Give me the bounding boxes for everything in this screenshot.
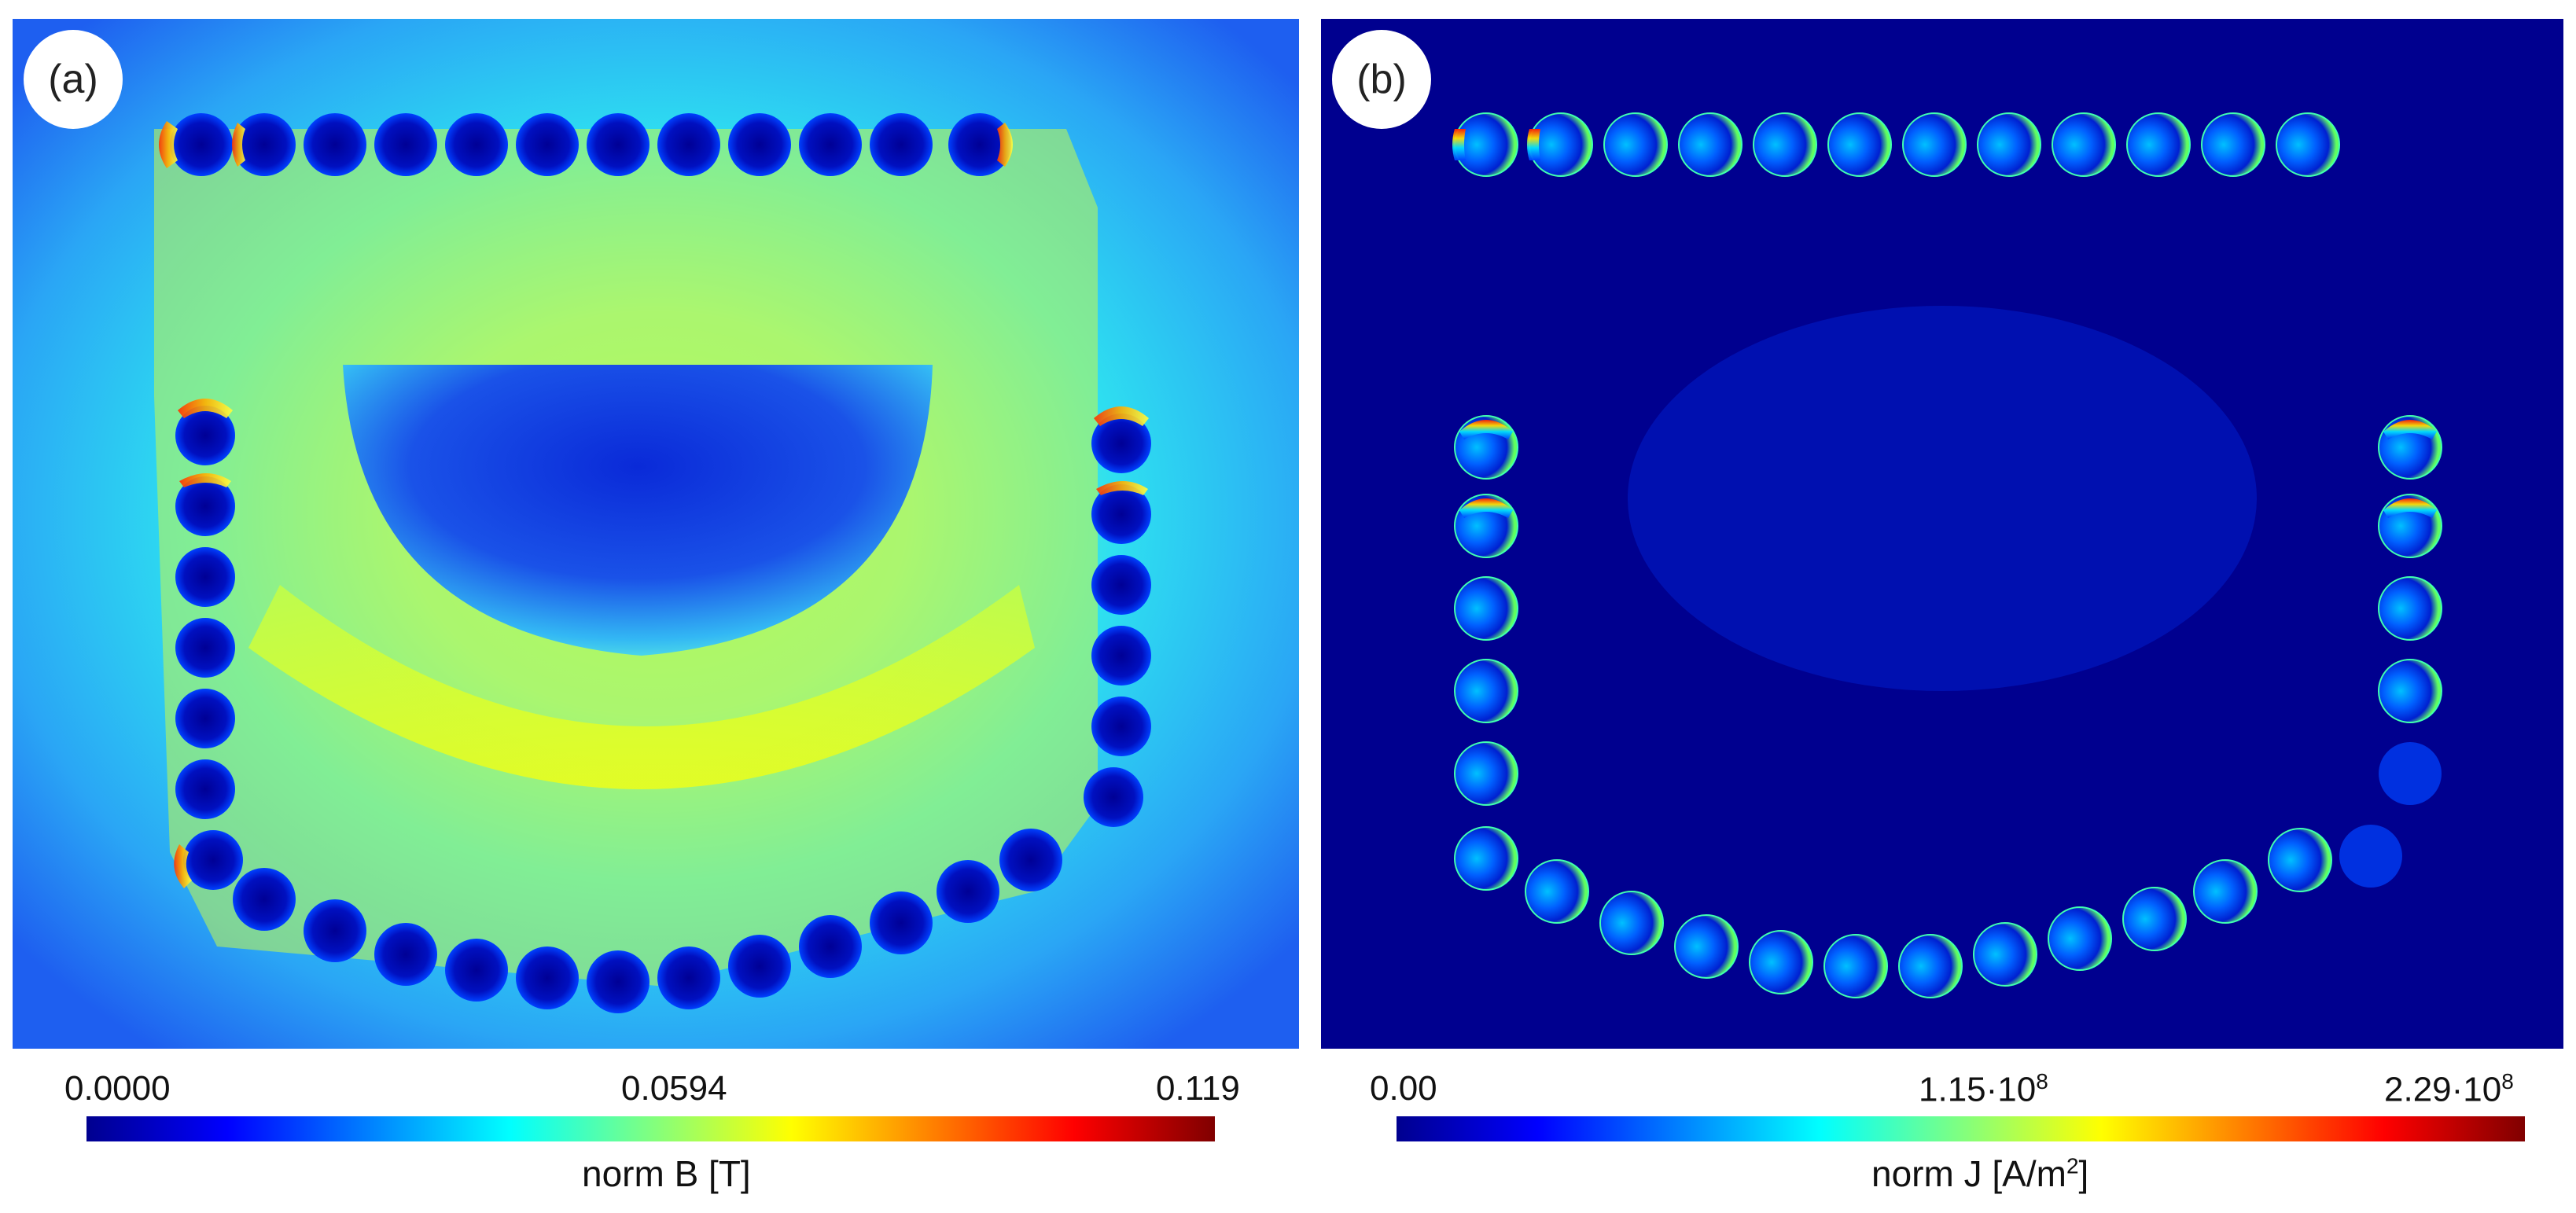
panel-b-title-main: norm J [A/m xyxy=(1871,1153,2066,1194)
panel-b-label: (b) xyxy=(1332,30,1431,129)
panel-b-title-end: ] xyxy=(2078,1153,2089,1194)
panel-a-label: (a) xyxy=(24,30,123,129)
panel-a-colorbar-title: norm B [T] xyxy=(582,1153,751,1194)
panel-b-coil-cross-sections xyxy=(1452,112,2442,998)
panel-b-tick-mid-value: 1.15·10 xyxy=(1919,1070,2037,1109)
panel-b-colorbar-tick-max: 2.29·108 xyxy=(2384,1069,2514,1110)
panel-b-colorbar-tick-mid: 1.15·108 xyxy=(1919,1069,2048,1110)
panel-b-colorbar xyxy=(1397,1116,2525,1141)
panel-b-colorbar-tick-min: 0.00 xyxy=(1370,1069,1437,1108)
panel-b-title-sup: 2 xyxy=(2066,1153,2079,1178)
panel-b-plot-svg xyxy=(1321,19,2563,1049)
panel-b-tick-min-value: 0.00 xyxy=(1370,1069,1437,1108)
panel-a-colorbar-tick-mid: 0.0594 xyxy=(621,1069,727,1108)
panel-b-current-plot: (b) xyxy=(1321,19,2563,1049)
panel-a-colorbar-tick-min: 0.0000 xyxy=(64,1069,171,1108)
panel-a-coil-cross-sections xyxy=(159,113,1151,1013)
panel-b-tick-max-exponent: 8 xyxy=(2501,1069,2514,1094)
panel-a-colorbar-tick-max: 0.119 xyxy=(1156,1069,1240,1108)
panel-b-tick-max-value: 2.29·10 xyxy=(2384,1070,2502,1109)
panel-a-colorbar xyxy=(86,1116,1215,1141)
panel-b-tick-mid-exponent: 8 xyxy=(2036,1069,2048,1094)
panel-a-plot-svg xyxy=(13,19,1299,1049)
panel-a-field-plot: (a) xyxy=(13,19,1299,1049)
panel-b-colorbar-title: norm J [A/m2] xyxy=(1871,1152,2088,1195)
